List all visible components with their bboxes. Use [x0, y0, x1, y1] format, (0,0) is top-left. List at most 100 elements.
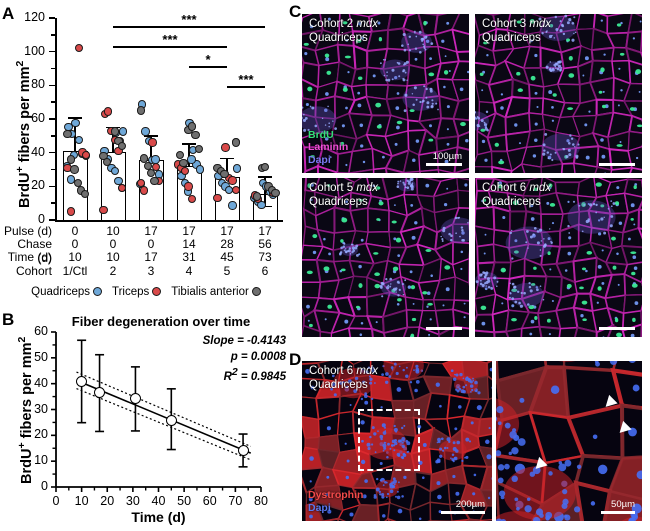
panel-d-scale-bar-label: 200µm [455, 498, 485, 510]
panel-a-data-point [252, 192, 262, 201]
panel-a-x-table-row: Cohort 1/Ctl 2 3 4 5 6 [0, 263, 292, 278]
panel-b-confidence-upper [76, 371, 251, 447]
panel-d-channel-dystrophin: Dystrophin [308, 489, 364, 502]
panel-c-micrograph: Cohort 2 mdx Quadriceps BrdU Laminin Dapi 100… [302, 14, 469, 173]
panel-a-legend-label: Quadriceps [31, 286, 90, 298]
panel-a-data-point [141, 127, 150, 136]
panel-a-x-table-cell: 28 [220, 237, 234, 252]
panel-a-data-point [151, 162, 161, 172]
panel-d-scale-bar: 200µm [441, 498, 485, 514]
panel-a-y-tick [49, 118, 55, 120]
panel-c-cohort-label: Cohort 3 mdx [482, 18, 552, 30]
panel-b-data-point [165, 414, 177, 426]
panel-a-data-point [187, 194, 196, 204]
panel-a-x-table-row: Pulse (d) 0 10 17 17 17 17 [0, 224, 292, 238]
panel-a-data-point [117, 141, 127, 151]
panel-b-x-tick-label: 0 [52, 494, 60, 508]
panel-a-plot: 0 20 40 60 80 100 120 *** *** * *** [24, 10, 283, 226]
panel-c-micrograph: Cohort 5 mdx Quadriceps [302, 178, 469, 337]
panel-a-x-table-label: Time (d) [7, 250, 52, 265]
panel-d-micrograph-image [496, 361, 642, 521]
panel-a-x-table-cell: 17 [144, 250, 158, 265]
panel-b-y-tick-label: 40 [34, 375, 48, 390]
panel-c-muscle-label: Quadriceps [482, 195, 541, 208]
panel-c-scale-bar [599, 162, 635, 166]
panel-c-scale-bar [599, 326, 635, 330]
panel-a-data-point [184, 182, 193, 191]
panel-c-cohort-label: Cohort 6 mdx [482, 182, 552, 194]
panel-b-x-axis-title: Time (d) [131, 509, 186, 525]
panel-c-scale-bar-line [426, 327, 462, 330]
panel-a-y-tick [49, 219, 55, 221]
panel-a-data-point [180, 166, 190, 176]
panel-a-x-table-cell: 10 [68, 250, 82, 265]
panel-a-legend-label: Tibialis anterior [171, 286, 249, 298]
panel-d-letter: D [289, 350, 301, 369]
panel-b-r2: R2 = 0.9845 [223, 366, 286, 383]
panel-a-data-point [231, 185, 241, 194]
panel-a-data-point [195, 165, 205, 174]
panel-b-slope: Slope = -0.4143 [202, 335, 286, 347]
panel-a-x-table-cell: 5 [223, 263, 231, 278]
panel-a-x-table-cell: 31 [182, 250, 196, 265]
panel-b-y-tick-label: 30 [34, 401, 48, 416]
panel-a-significance-line [227, 86, 265, 88]
panel-c-scale-bar-line [599, 163, 635, 166]
panel-c-muscle-label: Quadriceps [309, 195, 368, 208]
panel-a-y-tick [49, 84, 55, 87]
panel-a-data-point [80, 189, 89, 199]
panel-a-x-table-cell: 17 [144, 224, 158, 238]
panel-a-legend-swatch [251, 287, 261, 296]
panel-a-error-bar [150, 135, 152, 160]
panel-a-data-point [191, 130, 200, 140]
panel-b-data-point [76, 376, 88, 388]
panel-b-x-tick-label: 20 [100, 494, 115, 508]
panel-a-x-table-cell: 1/Ctl [62, 263, 88, 278]
panel-a-x-table-cell: 73 [258, 250, 272, 265]
panel-b: B Fiber degeneration over time BrdU+ fib… [0, 306, 292, 531]
panel-c-channel-dapi: Dapi [308, 154, 331, 167]
panel-a-significance-stars: * [205, 52, 211, 67]
panel-a-significance-line [113, 46, 227, 48]
panel-a-x-table-cell: 17 [182, 224, 196, 238]
panel-a-x-table-cell: 10 [106, 250, 120, 265]
panel-b-title: Fiber degeneration over time [71, 314, 251, 329]
panel-a-data-point [179, 158, 188, 167]
panel-a-y-tick [49, 50, 55, 53]
panel-a-x-table-cell: 6 [261, 263, 269, 278]
panel-a-y-tick [51, 168, 55, 171]
panel-a-data-point [81, 150, 91, 160]
panel-a-letter: A [2, 4, 14, 23]
panel-a-y-tick [51, 67, 55, 70]
panel-a-error-bar-lower [264, 193, 266, 207]
panel-a-x-table-label: Chase (d) [17, 237, 52, 266]
panel-a-data-point [187, 122, 197, 131]
panel-b-stats: Slope = -0.4143 p = 0.0008 R2 = 0.9845 [203, 334, 286, 385]
panel-a-legend-label: Triceps [111, 286, 150, 298]
panel-a-x-table-cell: 2 [109, 263, 117, 278]
panel-c-muscle-label: Quadriceps [482, 31, 541, 44]
panel-a-significance-stars: *** [181, 12, 197, 27]
panel-a-x-table-cell: 17 [258, 224, 272, 238]
panel-a-data-point [231, 138, 241, 147]
panel-c-image-label: Cohort 3 mdx Quadriceps [482, 18, 551, 45]
panel-b-pvalue: p = 0.0008 [230, 350, 286, 363]
panel-a-data-point [146, 168, 156, 178]
panel-a-error-cap [68, 117, 82, 119]
panel-c: C Cohort 2 mdx Quadriceps BrdU Laminin Dapi 1… [288, 0, 650, 345]
panel-a-y-tick-label: 0 [38, 212, 45, 226]
panel-a-data-point [221, 143, 230, 152]
panel-a: A BrdU+ fibers per mm2 0 20 40 60 80 100 120 **… [0, 0, 292, 310]
panel-c-micrograph: Cohort 3 mdx Quadriceps [475, 14, 642, 173]
panel-a-data-point [228, 201, 237, 210]
panel-d-inset-region-box [358, 409, 420, 471]
panel-b-x-tick-label: 30 [125, 494, 140, 508]
panel-a-y-tick [51, 34, 55, 36]
panel-a-x-table-cell: 56 [258, 237, 272, 252]
panel-a-significance-line [113, 26, 265, 28]
panel-c-cohort-label: Cohort 5 mdx [309, 182, 379, 194]
panel-a-x-table-row: Chase (d) 0 0 0 14 28 56 [0, 237, 292, 265]
panel-b-regression-line [76, 379, 252, 454]
panel-b-letter: B [2, 310, 14, 329]
panel-a-x-table-label: Cohort [15, 263, 52, 278]
